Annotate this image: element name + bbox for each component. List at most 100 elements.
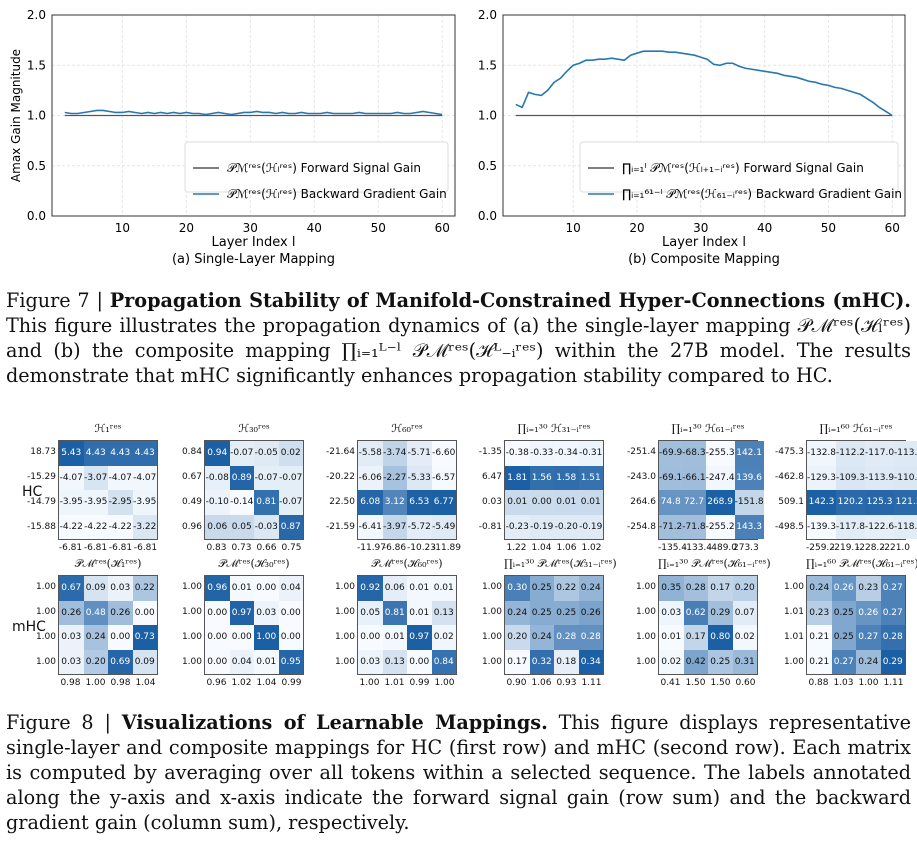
heatmap-cell: -66.1 [682, 465, 706, 490]
heatmap-cell: 5.43 [59, 441, 84, 466]
heatmap-cell: 3.12 [382, 490, 407, 515]
column-sum-label: 0.75 [281, 543, 302, 553]
row-sum-label: 264.6 [630, 497, 656, 507]
heatmap-cell: 0.27 [831, 649, 856, 674]
x-tick-label: 50 [821, 221, 836, 235]
heatmap-cell: 120.2 [836, 490, 866, 515]
heatmap-title: ∏ᵢ₌₁³⁰ ℋ₆₁₋ᵢʳᵉˢ [671, 422, 745, 435]
series-line [515, 50, 893, 117]
heatmap-cell: -5.71 [407, 441, 432, 466]
heatmap-cell: 0.24 [505, 600, 530, 625]
column-sum-label: 1.02 [581, 543, 602, 553]
row-sum-label: 1.00 [334, 607, 355, 617]
heatmap-cell: 0.97 [407, 625, 432, 650]
heatmap-title: ℋ₆₀ʳᵉˢ [391, 422, 423, 435]
column-sum-label: -6.81 [83, 543, 108, 553]
heatmap-cell: 0.00 [358, 625, 383, 650]
heatmap-cell: 0.20 [83, 649, 108, 674]
heatmap-cell: 6.77 [431, 490, 456, 515]
heatmap-grid: -69.9 -68.3 -255.3 142.1 -69.1 -66.1 -247.4 139… [658, 440, 764, 540]
heatmap-cell: 0.00 [108, 625, 133, 650]
heatmap-cell: 0.26 [108, 600, 133, 625]
heatmap-cell: 0.26 [856, 600, 881, 625]
heatmap-cell: 0.23 [807, 600, 832, 625]
heatmap-cell: -0.05 [254, 441, 279, 466]
x-tick-label: 20 [629, 221, 644, 235]
column-sum-label: 1.02 [231, 678, 252, 688]
column-sum-label: 1.00 [85, 678, 106, 688]
heatmap-cell: -109.3 [836, 465, 866, 490]
heatmap-cell: 0.21 [807, 649, 832, 674]
heatmap-grid: 0.24 0.26 0.23 0.27 0.23 0.25 0.26 0.27 0.21 0.25… [806, 575, 906, 675]
row-sum-label: 1.00 [783, 657, 804, 667]
column-sum-label: 1.06 [556, 543, 577, 553]
heatmap-cell: -3.22 [132, 514, 157, 539]
heatmap-grid: -5.58 -3.74 -5.71 -6.60 -6.06 -2.27 -5.33 -6.57… [357, 440, 457, 540]
column-sum-label: 1.06 [531, 678, 552, 688]
column-sum-label: 0.41 [660, 678, 681, 688]
heatmap-cell: 0.96 [205, 576, 230, 601]
row-sum-label: 1.00 [334, 582, 355, 592]
column-sum-label: 1.11 [883, 678, 904, 688]
heatmap-cell: -112.2 [836, 441, 866, 466]
heatmap-cell: 0.09 [132, 649, 157, 674]
heatmap-title: ∏ᵢ₌₁³⁰ 𝒫ℳʳᵉˢ(ℋ₃₁₋ᵢʳᵉˢ) [504, 557, 617, 570]
row-sum-label: -254.8 [626, 522, 656, 532]
heatmap-cell: -5.49 [431, 514, 456, 539]
heatmap-cell: 1.51 [578, 465, 603, 490]
heatmap-cell: 0.30 [505, 576, 530, 601]
heatmap-cell: 0.27 [880, 600, 905, 625]
column-sum-label: 0.99 [409, 678, 430, 688]
heatmap-title: ℋ₁ʳᵉˢ [94, 422, 122, 435]
heatmap-cell: -0.14 [229, 490, 254, 515]
heatmap-cell: 0.25 [708, 649, 733, 674]
column-sum-label: 1.22 [506, 543, 527, 553]
row-sum-label: 1.00 [181, 632, 202, 642]
column-sum-label: -221.0 [881, 543, 911, 553]
x-axis-label: Layer Index l [662, 235, 746, 250]
column-sum-label: -10.23 [407, 543, 437, 553]
heatmap-cell: 0.25 [831, 625, 856, 650]
heatmap-cell: -3.74 [382, 441, 407, 466]
heatmap-cell: 0.04 [229, 649, 254, 674]
heatmap-cell: -110.3 [894, 465, 917, 490]
heatmap-cell: -255.2 [705, 514, 735, 539]
legend-entry: ∏ᵢ₌₁⁶¹⁻ˡ 𝒫ℳʳᵉˢ(ℋ₆₁₋ᵢʳᵉˢ) Backward Gradie… [622, 187, 902, 201]
y-tick-label: 1.0 [27, 109, 46, 123]
heatmap-cell: 4.43 [132, 441, 157, 466]
row-sum-label: 1.01 [783, 607, 804, 617]
column-sum-label: 1.03 [833, 678, 854, 688]
heatmap-cell: -68.3 [682, 441, 706, 466]
series-line [64, 109, 443, 116]
y-tick-label: 1.0 [478, 109, 497, 123]
heatmap-cell: 0.03 [254, 600, 279, 625]
heatmap-cell: 139.6 [734, 465, 764, 490]
heatmap-grid: 0.92 0.06 0.01 0.01 0.05 0.81 0.01 0.13 0.00 0.01… [357, 575, 457, 675]
row-sum-label: -475.3 [774, 447, 804, 457]
heatmap-cell: -0.23 [505, 514, 530, 539]
heatmap-cell: -2.27 [382, 465, 407, 490]
heatmap-cell: -3.95 [132, 490, 157, 515]
heatmap-cell: -2.95 [108, 490, 133, 515]
heatmap-cell: 0.89 [229, 465, 254, 490]
heatmap-cell: 0.25 [831, 600, 856, 625]
heatmap-grid: 0.35 0.28 0.17 0.20 0.03 0.62 0.29 0.07 0.01 0.17… [658, 575, 758, 675]
column-sum-label: -6.81 [133, 543, 158, 553]
heatmap-cell: 268.9 [705, 490, 735, 515]
heatmap-cell: 0.05 [358, 600, 383, 625]
heatmap-cell: 0.01 [554, 490, 579, 515]
heatmap-cell: 0.00 [529, 490, 554, 515]
heatmap-cell: 0.09 [83, 576, 108, 601]
heatmap-cell: -255.3 [705, 441, 735, 466]
row-sum-label: 1.00 [481, 607, 502, 617]
legend-box [579, 141, 899, 193]
heatmap-cell: 142.1 [734, 441, 764, 466]
heatmap-cell: -4.07 [59, 465, 84, 490]
heatmap-cell: -118.7 [894, 514, 917, 539]
column-sum-label: 0.90 [506, 678, 527, 688]
column-sum-label: 0.98 [110, 678, 131, 688]
heatmap-grid: -132.8-112.2-117.0-113.3 -129.3-109.3-113… [806, 440, 917, 540]
row-sum-label: 1.01 [783, 632, 804, 642]
heatmap-cell: 0.25 [529, 600, 554, 625]
y-tick-label: 1.5 [27, 58, 46, 72]
